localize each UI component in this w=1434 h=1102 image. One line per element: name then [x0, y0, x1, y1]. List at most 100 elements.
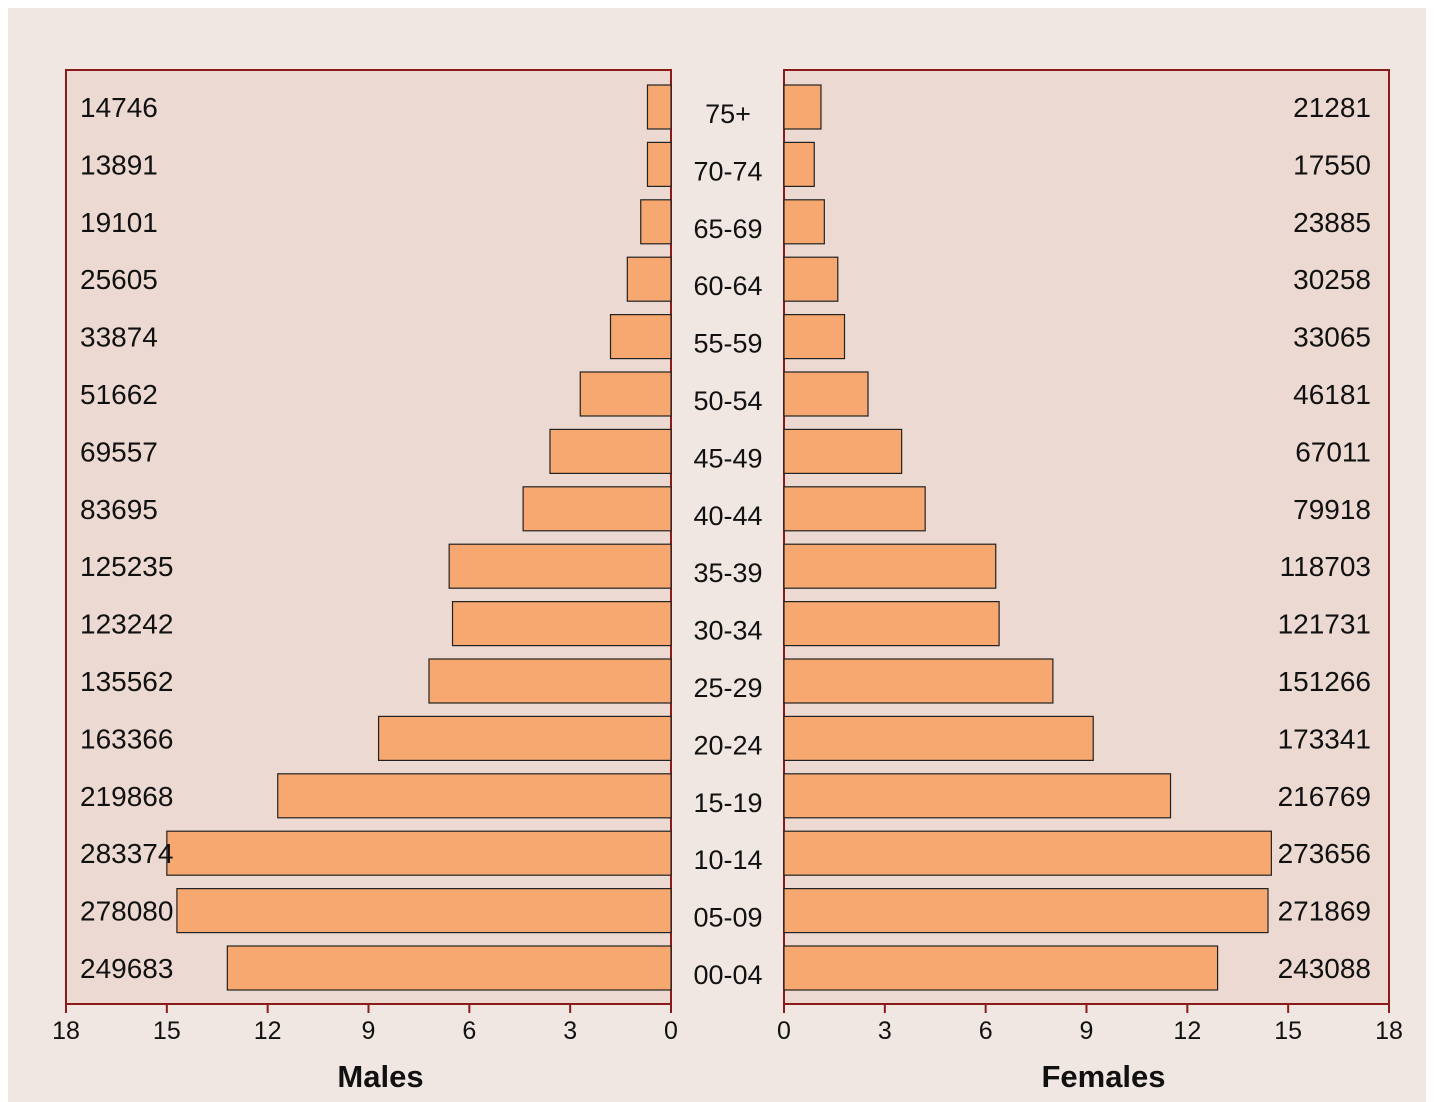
males-x-axis: 18 15 12 9 6 3 0 — [52, 1003, 678, 1045]
age-group-label: 70-74 — [693, 156, 762, 186]
age-group-label: 50-54 — [693, 386, 762, 416]
males-tick-label: 3 — [563, 1017, 577, 1045]
females-panel: 21281 17550 23885 30258 33065 46181 67011 79918… — [783, 69, 1390, 1005]
female-count-label: 173341 — [1278, 723, 1371, 754]
males-axis-title: Males — [337, 1059, 423, 1094]
female-count-label: 271869 — [1278, 896, 1371, 927]
age-group-label: 75+ — [705, 99, 751, 129]
females-tick-label: 12 — [1173, 1017, 1201, 1045]
male-bar-50-54 — [579, 371, 672, 417]
male-count-label: 135562 — [80, 666, 173, 697]
female-bar-50-54 — [783, 371, 869, 417]
females-axis-title: Females — [1041, 1059, 1165, 1094]
females-tick-label: 9 — [1080, 1017, 1094, 1045]
male-count-label: 13891 — [80, 149, 158, 180]
males-tick-label: 12 — [254, 1017, 282, 1045]
female-count-label: 118703 — [1280, 551, 1371, 582]
females-tick-label: 0 — [777, 1017, 791, 1045]
age-group-label: 30-34 — [693, 616, 762, 646]
age-group-label: 55-59 — [693, 329, 762, 359]
female-bar-00-04 — [783, 945, 1219, 991]
male-bar-75+ — [646, 84, 672, 130]
male-count-label: 83695 — [80, 494, 158, 525]
female-bar-20-24 — [783, 715, 1094, 762]
male-bar-40-44 — [522, 486, 672, 532]
male-count-label: 278080 — [80, 896, 173, 927]
female-count-label: 151266 — [1278, 666, 1371, 697]
females-tick-label: 18 — [1375, 1017, 1403, 1045]
male-count-label: 51662 — [80, 379, 158, 410]
males-tick-label: 9 — [362, 1017, 376, 1045]
female-count-label: 67011 — [1295, 436, 1371, 467]
female-count-label: 33065 — [1293, 322, 1371, 353]
female-bar-40-44 — [783, 486, 926, 532]
age-group-label: 10-14 — [693, 845, 762, 875]
male-count-label: 14746 — [80, 92, 158, 123]
female-bar-25-29 — [783, 658, 1054, 704]
age-group-label: 65-69 — [693, 214, 762, 244]
male-bar-20-24 — [377, 715, 672, 762]
males-panel: 14746 13891 19101 25605 33874 51662 69557 83695… — [65, 69, 672, 1005]
male-count-label: 283374 — [80, 838, 173, 869]
male-bar-00-04 — [226, 945, 672, 991]
male-count-label: 163366 — [80, 723, 173, 754]
female-bar-15-19 — [783, 773, 1172, 819]
male-count-label: 249683 — [80, 953, 173, 984]
male-bar-60-64 — [626, 256, 672, 302]
male-bar-10-14 — [166, 830, 672, 876]
female-bar-35-39 — [783, 543, 997, 589]
age-group-label: 60-64 — [693, 271, 762, 301]
male-bar-25-29 — [428, 658, 672, 704]
female-bar-70-74 — [783, 141, 815, 187]
males-tick-label: 18 — [52, 1017, 80, 1045]
female-count-label: 273656 — [1278, 838, 1371, 869]
males-tick-label: 15 — [153, 1017, 181, 1045]
female-count-label: 243088 — [1278, 953, 1371, 984]
female-count-label: 216769 — [1278, 781, 1371, 812]
age-group-label: 45-49 — [693, 443, 762, 473]
female-count-label: 30258 — [1293, 264, 1371, 295]
male-bar-70-74 — [646, 141, 672, 187]
age-group-labels: 75+ 70-74 65-69 60-64 55-59 50-54 45-49 40-44 35… — [693, 99, 762, 990]
age-group-label: 15-19 — [693, 788, 762, 818]
male-bar-30-34 — [451, 600, 672, 647]
male-bar-05-09 — [176, 887, 672, 934]
female-count-label: 79918 — [1293, 494, 1371, 525]
female-count-label: 17550 — [1293, 149, 1371, 180]
females-tick-label: 15 — [1274, 1017, 1302, 1045]
male-bar-55-59 — [609, 314, 672, 360]
male-count-label: 25605 — [80, 264, 158, 295]
age-group-label: 00-04 — [693, 960, 762, 990]
age-group-label: 05-09 — [693, 903, 762, 933]
female-bar-55-59 — [783, 314, 846, 360]
age-group-label: 25-29 — [693, 673, 762, 703]
age-group-label: 35-39 — [693, 558, 762, 588]
males-tick-label: 0 — [664, 1017, 678, 1045]
female-count-label: 121731 — [1278, 609, 1371, 640]
male-bar-15-19 — [277, 773, 672, 819]
females-tick-label: 6 — [979, 1017, 993, 1045]
female-count-label: 46181 — [1293, 379, 1371, 410]
female-bar-65-69 — [783, 199, 825, 245]
male-count-label: 33874 — [80, 322, 158, 353]
female-count-label: 21281 — [1293, 92, 1371, 123]
male-count-label: 69557 — [80, 436, 158, 467]
female-bar-60-64 — [783, 256, 839, 302]
age-group-label: 20-24 — [693, 730, 762, 760]
male-count-label: 125235 — [80, 551, 173, 582]
male-count-label: 219868 — [80, 781, 173, 812]
female-bar-30-34 — [783, 600, 1000, 647]
female-bar-05-09 — [783, 887, 1269, 934]
female-bar-75+ — [783, 84, 822, 130]
females-tick-label: 3 — [878, 1017, 892, 1045]
male-bar-65-69 — [640, 199, 672, 245]
male-bar-45-49 — [549, 428, 672, 474]
male-count-label: 19101 — [80, 207, 158, 238]
males-tick-label: 6 — [462, 1017, 476, 1045]
female-count-label: 23885 — [1293, 207, 1371, 238]
male-count-label: 123242 — [80, 609, 173, 640]
female-bar-45-49 — [783, 428, 903, 474]
male-bar-35-39 — [448, 543, 672, 589]
age-group-label: 40-44 — [693, 501, 762, 531]
